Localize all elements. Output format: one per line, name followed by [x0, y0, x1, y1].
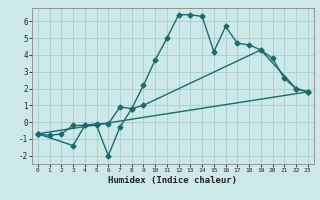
- X-axis label: Humidex (Indice chaleur): Humidex (Indice chaleur): [108, 176, 237, 185]
